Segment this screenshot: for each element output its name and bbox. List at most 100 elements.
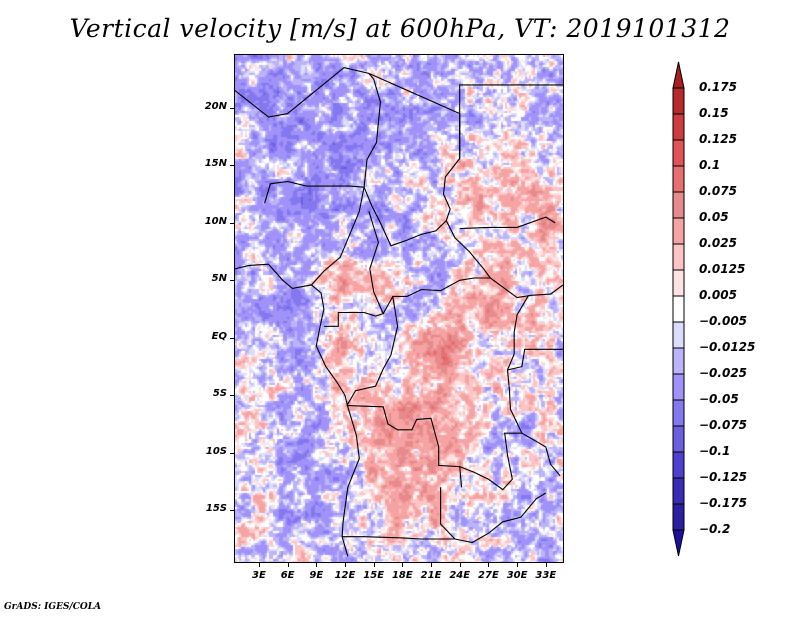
y-tick-label: 10N bbox=[204, 215, 227, 227]
y-tick-mark bbox=[230, 280, 234, 282]
colorbar-bin bbox=[672, 139, 685, 167]
x-tick-mark bbox=[517, 563, 519, 567]
x-tick-mark bbox=[316, 563, 318, 567]
border-line bbox=[342, 487, 457, 540]
colorbar-label: 0.025 bbox=[699, 236, 737, 250]
colorbar: 0.175 0.15 0.125 0.1 0.075 0.05 0.025 0.0125 0.0… bbox=[660, 55, 800, 565]
x-tick-mark bbox=[459, 563, 461, 567]
border-line bbox=[445, 220, 563, 299]
colorbar-bin bbox=[672, 503, 685, 531]
colorbar-bin bbox=[672, 373, 685, 401]
y-tick-label: 5N bbox=[211, 273, 227, 285]
colorbar-bin bbox=[672, 217, 685, 245]
border-line bbox=[363, 73, 381, 188]
colorbar-bin bbox=[672, 87, 685, 115]
y-tick-mark bbox=[230, 165, 234, 167]
colorbar-label: −0.025 bbox=[699, 366, 748, 380]
colorbar-bin bbox=[672, 399, 685, 427]
y-tick-mark bbox=[230, 222, 234, 224]
x-tick-mark bbox=[373, 563, 375, 567]
x-tick-label: 15E bbox=[363, 570, 385, 581]
x-tick-mark bbox=[344, 563, 346, 567]
x-tick-label: 3E bbox=[252, 570, 266, 581]
colorbar-label: 0.05 bbox=[699, 210, 729, 224]
colorbar-label: −0.0125 bbox=[699, 340, 756, 354]
x-tick-label: 33E bbox=[535, 570, 557, 581]
border-line bbox=[311, 187, 365, 286]
colorbar-bin bbox=[672, 321, 685, 349]
colorbar-label: −0.005 bbox=[699, 314, 748, 328]
border-line bbox=[459, 216, 556, 230]
y-tick-label: 15S bbox=[205, 503, 227, 515]
colorbar-label: 0.005 bbox=[699, 288, 737, 302]
border-line bbox=[506, 295, 530, 434]
colorbar-label: −0.175 bbox=[699, 496, 748, 510]
y-tick-label: 10S bbox=[205, 445, 227, 457]
x-tick-label: 6E bbox=[280, 570, 295, 581]
y-tick-mark bbox=[230, 107, 234, 109]
x-tick-mark bbox=[545, 563, 547, 567]
border-line bbox=[235, 263, 360, 557]
colorbar-bin bbox=[672, 295, 685, 323]
border-line bbox=[346, 296, 399, 406]
border-line bbox=[264, 180, 365, 204]
colorbar-bin bbox=[672, 269, 685, 297]
colorbar-label: −0.1 bbox=[699, 444, 731, 458]
colorbar-bin bbox=[672, 191, 685, 219]
colorbar-label: 0.075 bbox=[699, 184, 737, 198]
colorbar-bin bbox=[672, 347, 685, 375]
border-line bbox=[323, 211, 384, 327]
colorbar-bin bbox=[672, 451, 685, 479]
colorbar-bin bbox=[672, 425, 685, 453]
y-tick-label: 20N bbox=[204, 100, 227, 112]
colorbar-label: 0.0125 bbox=[699, 262, 746, 276]
colorbar-label: 0.125 bbox=[699, 132, 737, 146]
border-line bbox=[363, 186, 447, 247]
colorbar-label: −0.125 bbox=[699, 470, 748, 484]
country-borders bbox=[235, 67, 563, 557]
x-tick-mark bbox=[287, 563, 289, 567]
border-line bbox=[459, 84, 563, 159]
border-line bbox=[346, 405, 463, 488]
x-tick-label: 18E bbox=[391, 570, 413, 581]
colorbar-bin bbox=[672, 243, 685, 271]
colorbar-extend-top bbox=[672, 61, 685, 89]
border-line bbox=[507, 348, 563, 371]
x-tick-label: 12E bbox=[334, 570, 356, 581]
x-tick-mark bbox=[431, 563, 433, 567]
x-tick-label: 24E bbox=[449, 570, 471, 581]
x-tick-mark bbox=[258, 563, 260, 567]
y-tick-mark bbox=[230, 395, 234, 397]
x-tick-label: 9E bbox=[309, 570, 324, 581]
y-tick-label: 15N bbox=[204, 158, 227, 170]
x-tick-mark bbox=[402, 563, 404, 567]
border-line bbox=[521, 432, 561, 477]
colorbar-label: −0.05 bbox=[699, 392, 739, 406]
colorbar-extend-bottom bbox=[672, 529, 685, 557]
border-line bbox=[459, 432, 522, 491]
y-tick-mark bbox=[230, 510, 234, 512]
colorbar-label: 0.15 bbox=[699, 106, 729, 120]
border-line bbox=[454, 492, 547, 544]
map-plot-area bbox=[235, 55, 563, 562]
colorbar-bin bbox=[672, 165, 685, 193]
colorbar-label: 0.1 bbox=[699, 158, 721, 172]
x-tick-label: 21E bbox=[420, 570, 442, 581]
y-tick-mark bbox=[230, 337, 234, 339]
colorbar-label: 0.175 bbox=[699, 80, 737, 94]
x-tick-label: 30E bbox=[506, 570, 528, 581]
colorbar-label: −0.075 bbox=[699, 418, 748, 432]
x-tick-label: 27E bbox=[478, 570, 499, 581]
colorbar-bin bbox=[672, 477, 685, 505]
chart-title: Vertical velocity [m/s] at 600hPa, VT: 2… bbox=[69, 14, 731, 43]
y-tick-label: 5S bbox=[212, 388, 227, 400]
vertical-velocity-field bbox=[235, 55, 563, 562]
colorbar-label: −0.2 bbox=[699, 522, 731, 536]
y-tick-label: EQ bbox=[211, 330, 227, 342]
x-tick-mark bbox=[488, 563, 490, 567]
footer-credit: GrADS: IGES/COLA bbox=[4, 602, 102, 612]
border-line bbox=[382, 277, 491, 314]
colorbar-bar bbox=[672, 61, 685, 557]
colorbar-bin bbox=[672, 113, 685, 141]
y-tick-mark bbox=[230, 452, 234, 454]
